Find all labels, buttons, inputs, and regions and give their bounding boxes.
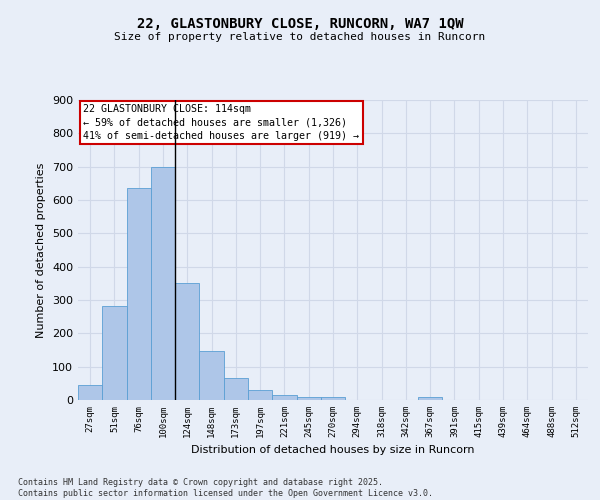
Bar: [175, 284, 199, 400]
Text: Size of property relative to detached houses in Runcorn: Size of property relative to detached ho…: [115, 32, 485, 42]
Bar: [272, 396, 296, 400]
Bar: [199, 352, 224, 400]
Bar: [418, 398, 442, 400]
X-axis label: Distribution of detached houses by size in Runcorn: Distribution of detached houses by size …: [191, 446, 475, 456]
Bar: [224, 378, 248, 400]
Text: Contains HM Land Registry data © Crown copyright and database right 2025.
Contai: Contains HM Land Registry data © Crown c…: [18, 478, 433, 498]
Y-axis label: Number of detached properties: Number of detached properties: [37, 162, 46, 338]
Bar: [78, 386, 102, 400]
Bar: [127, 188, 151, 400]
Bar: [321, 398, 345, 400]
Bar: [296, 396, 321, 400]
Text: 22, GLASTONBURY CLOSE, RUNCORN, WA7 1QW: 22, GLASTONBURY CLOSE, RUNCORN, WA7 1QW: [137, 18, 463, 32]
Bar: [248, 390, 272, 400]
Bar: [151, 166, 175, 400]
Text: 22 GLASTONBURY CLOSE: 114sqm
← 59% of detached houses are smaller (1,326)
41% of: 22 GLASTONBURY CLOSE: 114sqm ← 59% of de…: [83, 104, 359, 141]
Bar: [102, 306, 127, 400]
